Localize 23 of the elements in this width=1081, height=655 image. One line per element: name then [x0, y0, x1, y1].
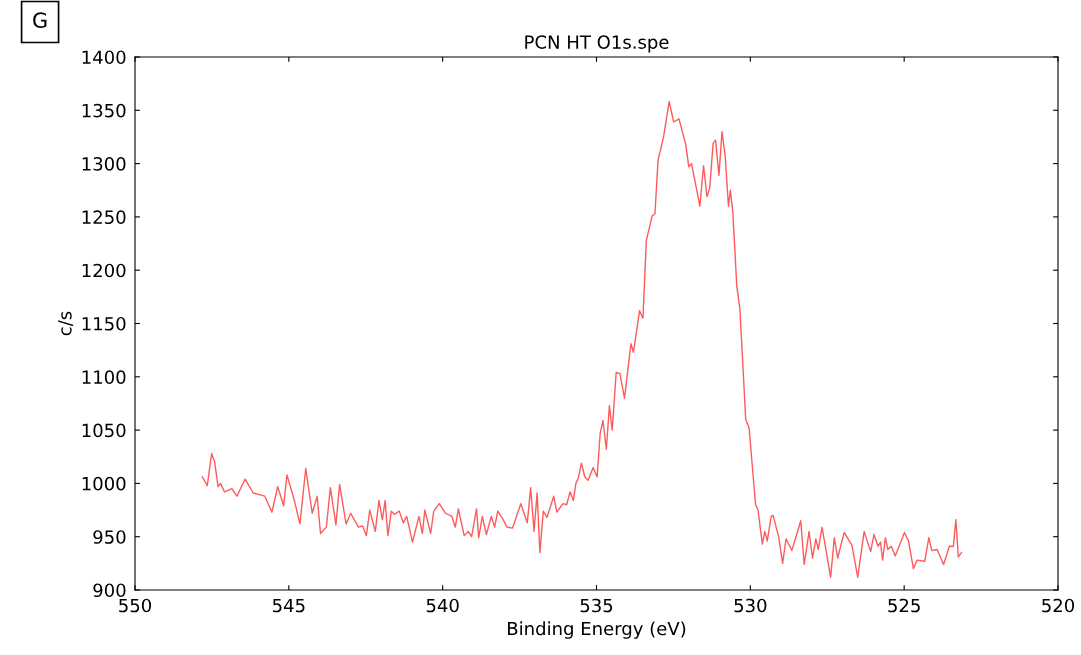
y-axis-title: c/s [58, 311, 74, 336]
y-tick-label: 1300 [82, 157, 126, 171]
x-tick-label: 550 [119, 598, 152, 613]
y-tick-label: 1250 [82, 210, 126, 225]
line-series [201, 101, 963, 578]
x-axis-title: Binding Energy (eV) [508, 621, 686, 639]
y-tick-label: 1000 [82, 476, 126, 491]
x-tick-label: 540 [426, 598, 459, 613]
x-tick-label: 520 [1042, 598, 1075, 613]
x-tick-label: 525 [888, 598, 920, 613]
chart-title: PCN HT O1s.spe [525, 35, 669, 53]
x-tick-label: 530 [734, 598, 767, 613]
y-tick-label: 1050 [82, 423, 126, 438]
y-tick-label: 950 [93, 530, 126, 544]
x-tick-label: 545 [273, 598, 305, 613]
y-tick-label: 1350 [82, 103, 126, 118]
x-tick-label: 535 [580, 598, 613, 613]
y-tick-label: 900 [93, 583, 126, 598]
y-tick-label: 1150 [82, 316, 126, 331]
y-tick-label: 1200 [82, 263, 126, 278]
y-tick-label: 1100 [82, 370, 126, 384]
text: G [33, 12, 47, 29]
y-tick-label: 1400 [82, 50, 126, 65]
